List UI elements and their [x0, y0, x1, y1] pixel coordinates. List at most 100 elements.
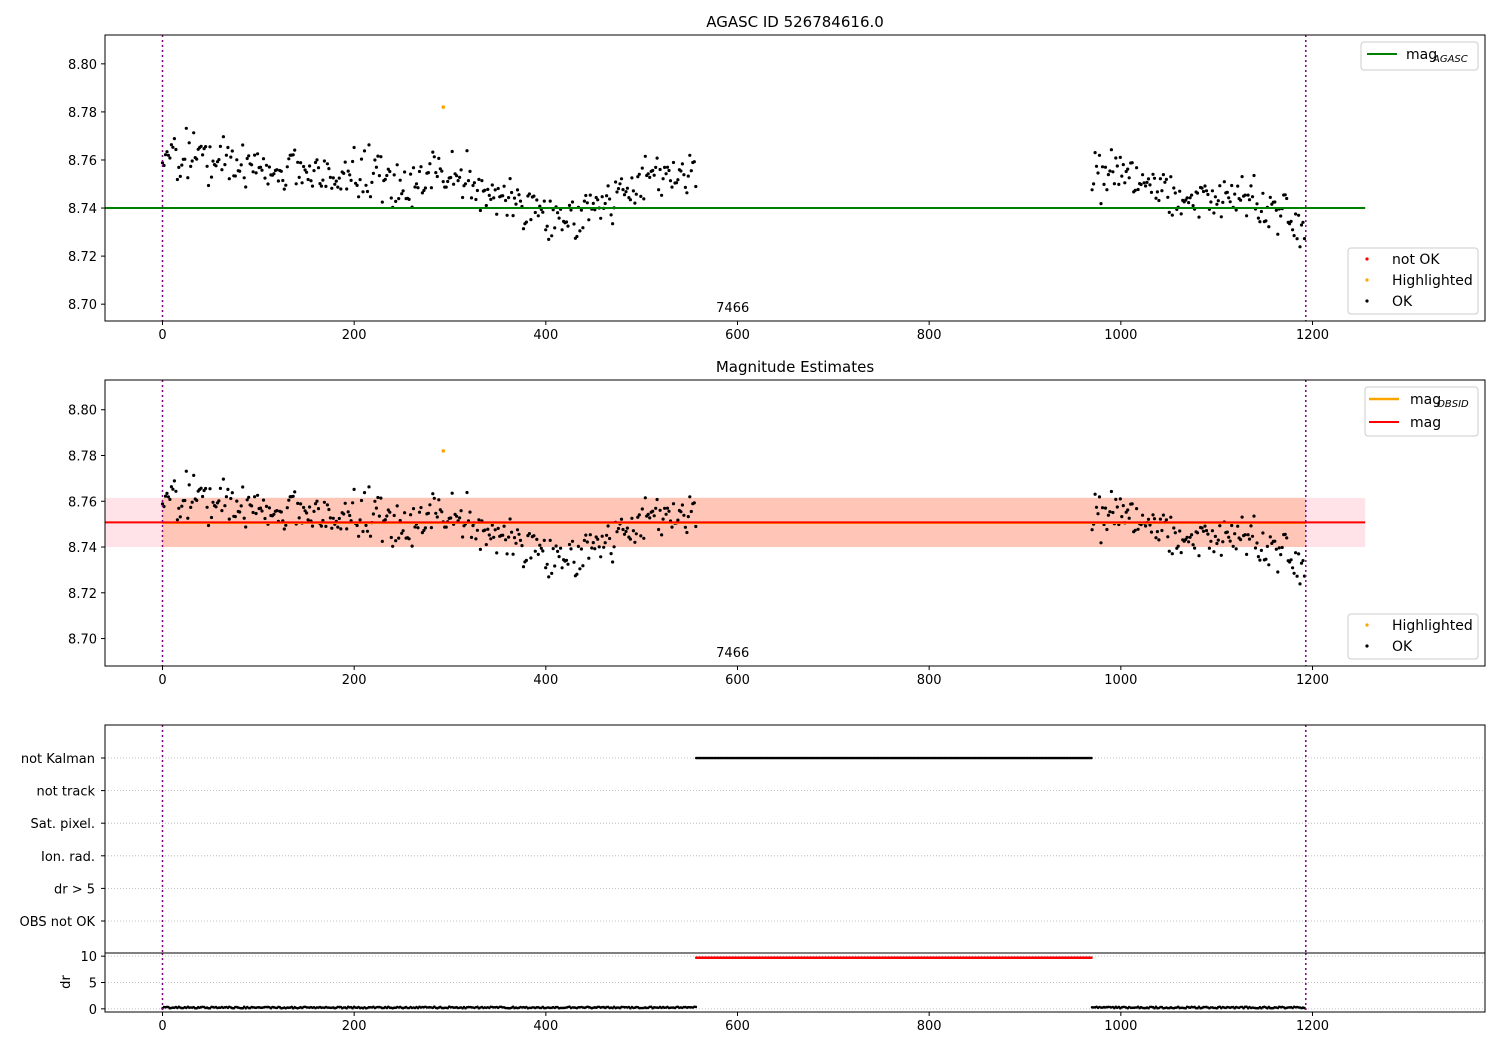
- ok-point: [1133, 188, 1137, 192]
- ok-point: [1127, 516, 1131, 520]
- x-tick-label: 1200: [1296, 328, 1329, 343]
- ok-point: [1230, 183, 1234, 188]
- ok-point: [394, 199, 398, 203]
- ok-point: [1250, 195, 1255, 199]
- ok-point: [272, 512, 276, 516]
- ok-point: [241, 143, 245, 147]
- ok-point: [1203, 184, 1207, 188]
- ok-point: [351, 501, 355, 505]
- ok-point: [233, 515, 237, 519]
- ok-point: [1093, 492, 1097, 496]
- ok-point: [657, 527, 661, 532]
- y-tick-label: 0: [89, 1003, 97, 1018]
- ok-point: [1158, 517, 1162, 521]
- x-tick-label: 800: [917, 328, 942, 343]
- ok-point: [524, 220, 529, 224]
- ok-point: [1157, 538, 1161, 542]
- ok-point: [321, 518, 325, 523]
- ok-point: [524, 558, 529, 563]
- ok-point: [392, 513, 396, 518]
- ok-point: [1231, 544, 1235, 548]
- ok-point: [683, 185, 688, 189]
- ok-point: [1195, 531, 1200, 535]
- ok-point: [310, 524, 315, 528]
- ok-point: [331, 176, 335, 180]
- ok-point: [514, 202, 518, 206]
- flag-row-label: Sat. pixel.: [31, 817, 95, 832]
- ok-point: [657, 188, 661, 192]
- ok-point: [529, 556, 533, 560]
- ok-point: [686, 515, 690, 519]
- ok-point: [437, 498, 441, 502]
- ok-point: [665, 506, 670, 510]
- ok-point: [639, 534, 643, 538]
- ok-point: [1126, 508, 1130, 512]
- ok-point: [423, 526, 427, 530]
- ok-point: [1167, 210, 1171, 214]
- ok-point: [547, 237, 551, 241]
- ok-point: [674, 181, 679, 185]
- ok-point: [465, 490, 469, 495]
- ok-point: [642, 536, 646, 540]
- ok-point: [1291, 566, 1295, 570]
- ok-point: [297, 516, 301, 520]
- ok-point: [1170, 213, 1174, 217]
- ok-point: [190, 159, 194, 163]
- ok-point: [688, 153, 692, 157]
- ok-point: [1267, 225, 1271, 229]
- ok-point: [1259, 209, 1263, 214]
- ok-point: [376, 495, 380, 500]
- ok-point: [539, 546, 543, 550]
- ok-point: [1273, 539, 1277, 543]
- ok-point: [1245, 214, 1249, 218]
- ok-point: [336, 185, 340, 189]
- ok-point: [432, 496, 436, 500]
- ok-point: [1216, 199, 1220, 203]
- ok-point: [1163, 180, 1167, 184]
- ok-point: [383, 177, 387, 181]
- ok-point: [605, 194, 609, 198]
- ok-point: [1204, 529, 1209, 533]
- ok-point: [426, 511, 430, 515]
- ok-point: [590, 546, 594, 550]
- ok-point: [492, 196, 496, 200]
- x-tick-label: 1000: [1104, 1019, 1137, 1034]
- legend-dot-highlighted: [1365, 278, 1369, 282]
- ok-point: [359, 498, 364, 503]
- y-tick-label: 8.70: [68, 633, 97, 648]
- x-tick-label: 1200: [1296, 673, 1329, 688]
- ok-point: [505, 213, 509, 217]
- ok-point: [313, 502, 318, 506]
- ok-point: [458, 175, 462, 179]
- dr-point: [694, 1005, 698, 1009]
- ok-point: [480, 179, 484, 183]
- panel-1-x-ticks: 0 200 400 600 800 1000 1200: [158, 321, 1329, 343]
- ok-point: [267, 165, 271, 169]
- ok-point: [318, 182, 322, 186]
- ok-point: [1167, 549, 1171, 553]
- ok-point: [282, 187, 286, 191]
- ok-point: [435, 515, 439, 519]
- ok-point: [388, 510, 392, 514]
- ok-point: [190, 500, 194, 504]
- x-tick-label: 600: [725, 328, 750, 343]
- ok-point: [1169, 175, 1173, 179]
- ok-point: [541, 210, 545, 214]
- ok-point: [345, 187, 349, 191]
- ok-point: [1130, 502, 1134, 506]
- ok-point: [160, 502, 165, 506]
- ok-point: [557, 216, 561, 220]
- ok-point: [394, 539, 398, 543]
- ok-point: [417, 169, 422, 174]
- ok-point: [536, 214, 540, 218]
- ok-point: [416, 186, 420, 190]
- ok-point: [346, 169, 350, 173]
- ok-point: [648, 516, 652, 520]
- ok-point: [180, 504, 184, 508]
- ok-point: [294, 182, 298, 186]
- ok-point: [1102, 182, 1106, 186]
- ok-point: [544, 228, 548, 232]
- ok-point: [518, 538, 523, 543]
- panel-2-obsid-label: 7466: [716, 646, 749, 661]
